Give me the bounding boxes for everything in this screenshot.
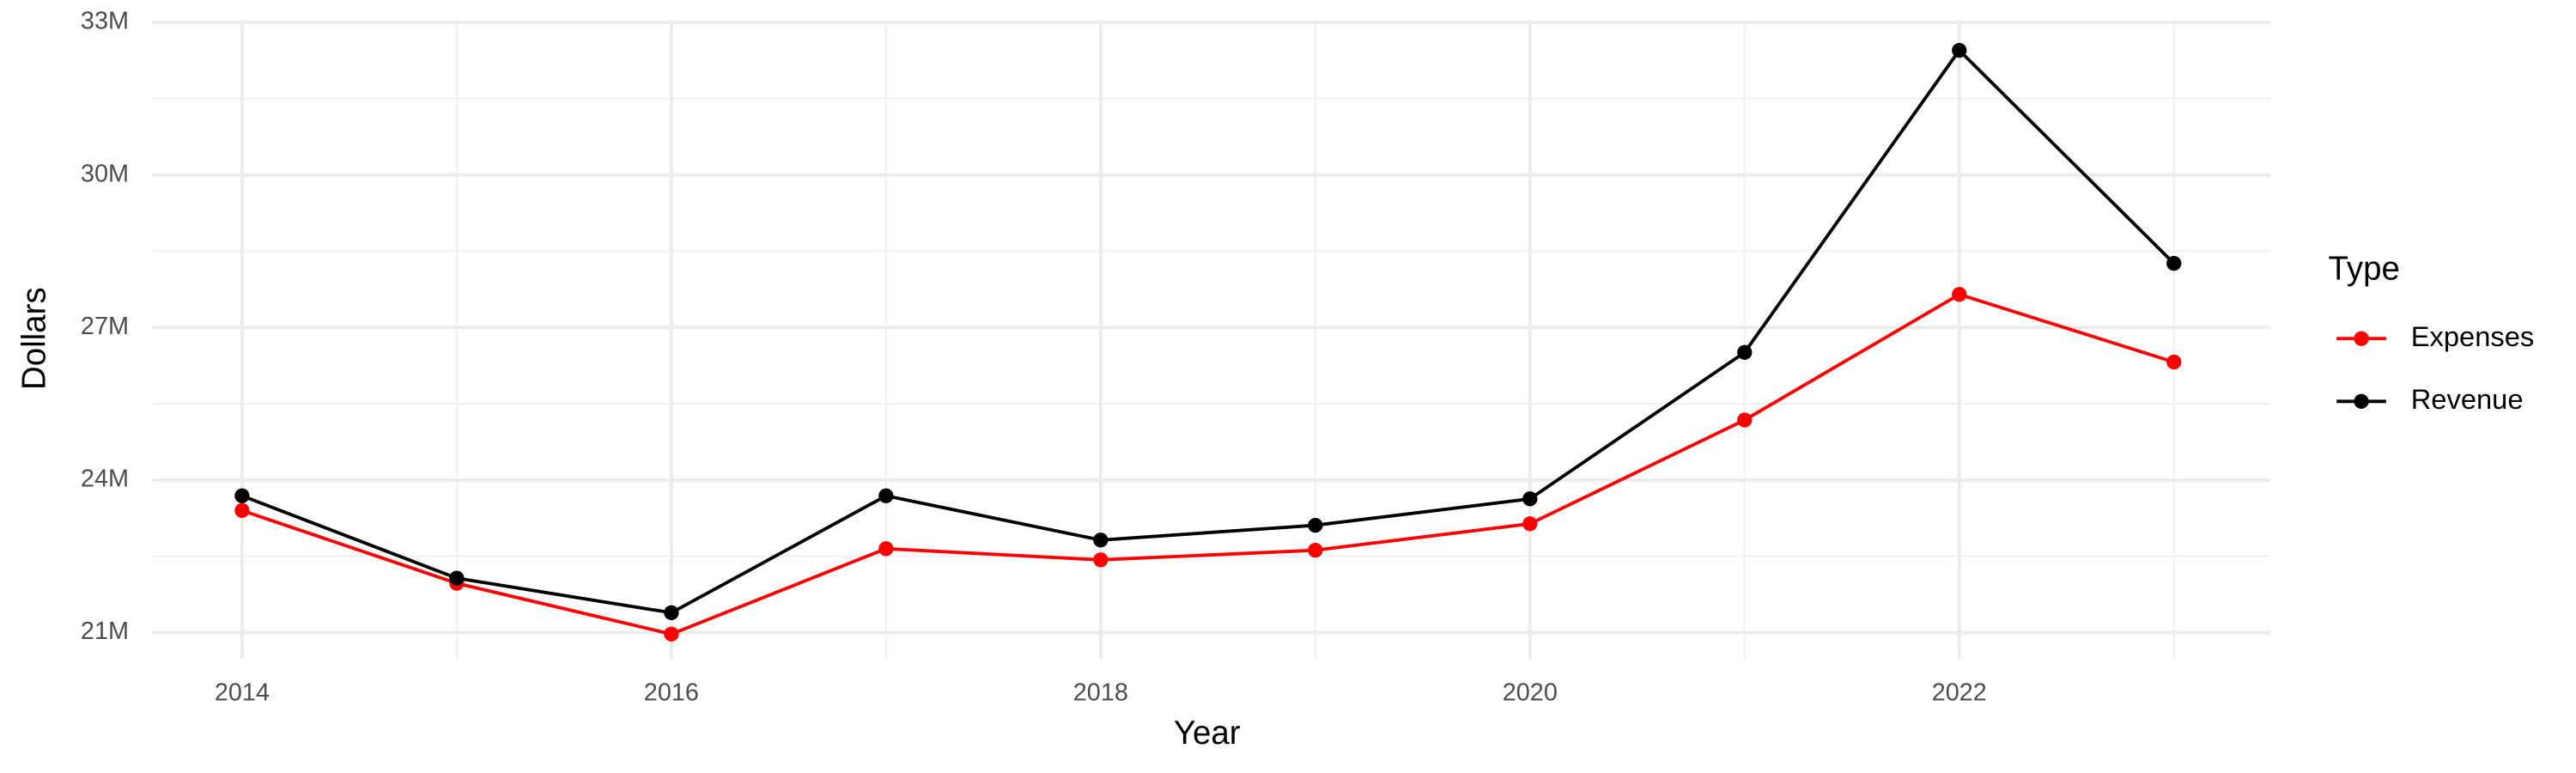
x-tick-label: 2018 xyxy=(1073,679,1128,706)
x-tick-label: 2016 xyxy=(644,679,699,706)
data-point xyxy=(1308,542,1323,558)
data-point xyxy=(449,570,465,586)
data-point xyxy=(664,605,679,621)
data-point xyxy=(234,488,250,503)
data-point xyxy=(234,502,250,519)
series-line xyxy=(241,292,2175,636)
y-axis-title: Dollars xyxy=(15,287,52,390)
y-tick-label: 33M xyxy=(81,8,129,35)
data-point xyxy=(2166,256,2182,271)
y-tick-label: 21M xyxy=(81,618,129,645)
legend-label: Revenue xyxy=(2411,383,2524,415)
data-point xyxy=(878,488,894,503)
data-point xyxy=(2166,354,2182,370)
legend-label: Expenses xyxy=(2411,320,2535,352)
x-tick-label: 2022 xyxy=(1932,679,1987,706)
data-point xyxy=(1952,287,1967,302)
legend-key-point xyxy=(2354,331,2369,346)
x-axis-title: Year xyxy=(1174,715,1241,752)
y-tick-label: 24M xyxy=(81,466,129,493)
data-point xyxy=(1522,516,1538,532)
data-point xyxy=(1737,412,1753,428)
data-point xyxy=(1308,517,1323,533)
data-point xyxy=(1522,491,1538,507)
y-tick-label: 30M xyxy=(81,160,129,187)
x-tick-label: 2020 xyxy=(1503,679,1558,706)
data-point xyxy=(1737,344,1753,360)
x-tick-label: 2014 xyxy=(215,679,270,706)
data-point xyxy=(1093,533,1109,548)
legend-title: Type xyxy=(2329,251,2400,288)
data-point xyxy=(664,626,679,642)
data-point xyxy=(878,541,894,557)
series-line xyxy=(241,47,2176,615)
data-point xyxy=(1093,552,1109,568)
data-point xyxy=(1952,42,1967,58)
legend-key-point xyxy=(2354,393,2369,409)
y-tick-label: 27M xyxy=(81,313,129,340)
